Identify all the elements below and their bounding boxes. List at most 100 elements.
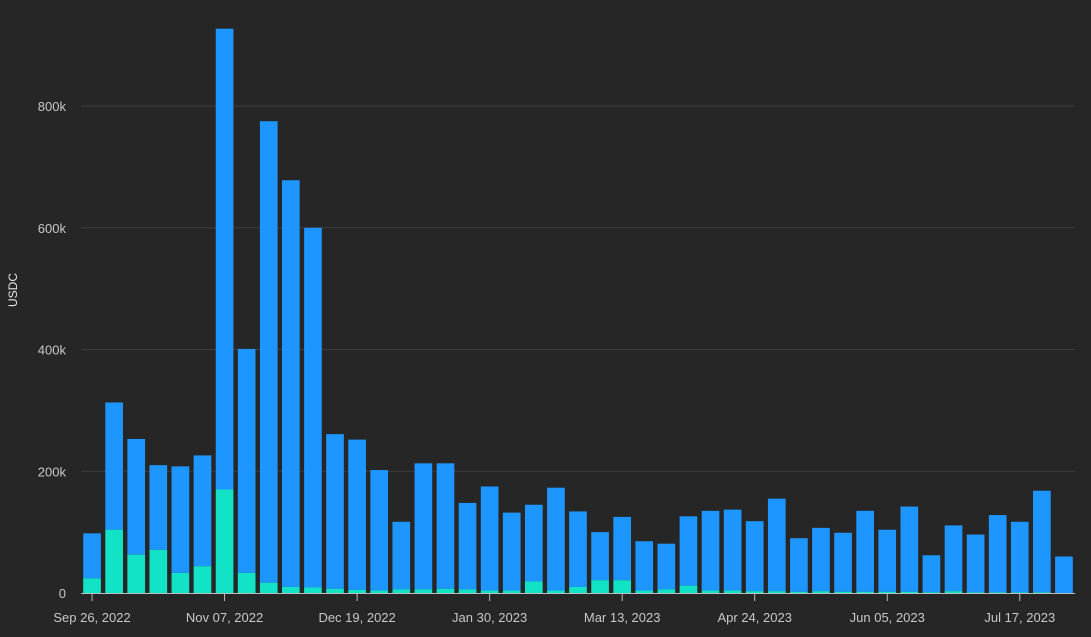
bar-series-1 xyxy=(701,590,720,593)
bar-series-0 xyxy=(458,502,477,590)
bar-series-1 xyxy=(834,591,852,593)
x-axis-ticks: Sep 26, 2022 Nov 07, 2022 Dec 19, 2022 Jan … xyxy=(53,593,1055,625)
bar-series-1 xyxy=(480,590,499,593)
bar-series-0 xyxy=(834,532,852,592)
bar-series-0 xyxy=(966,534,985,593)
y-tick-label: 0 xyxy=(59,586,66,601)
bar-series-1 xyxy=(105,529,123,593)
bar-series-1 xyxy=(348,589,366,593)
bar-series-0 xyxy=(657,543,676,590)
y-tick-label: 200k xyxy=(38,464,67,479)
bar-series-0 xyxy=(613,516,632,581)
bar-series-1 xyxy=(856,591,874,593)
bar-series-1 xyxy=(304,587,322,593)
bar-series-1 xyxy=(657,589,676,593)
bar-series-0 xyxy=(790,538,808,592)
bar-series-0 xyxy=(193,455,212,567)
x-tick-label: Jul 17, 2023 xyxy=(984,610,1055,625)
bar-series-0 xyxy=(878,529,897,592)
x-tick-label: Sep 26, 2022 xyxy=(53,610,130,625)
bar-series-1 xyxy=(458,589,477,593)
bar-series-0 xyxy=(105,402,123,530)
bar-series-1 xyxy=(193,566,212,593)
y-tick-label: 400k xyxy=(38,343,67,358)
bar-series-1 xyxy=(812,591,830,593)
bar-series-0 xyxy=(767,498,786,592)
bar-series-0 xyxy=(392,521,411,590)
bar-series-1 xyxy=(171,572,190,593)
bar-series-1 xyxy=(966,592,985,593)
x-tick-label: Apr 24, 2023 xyxy=(717,610,791,625)
bar-series-0 xyxy=(171,466,190,573)
bar-series-1 xyxy=(1033,592,1051,593)
bar-series-0 xyxy=(1055,556,1073,593)
bar-series-0 xyxy=(944,525,963,592)
bar-series-0 xyxy=(591,532,609,581)
bar-series-1 xyxy=(127,554,146,593)
bar-series-0 xyxy=(1010,521,1029,593)
bar-series-0 xyxy=(900,506,919,592)
bar-series-1 xyxy=(414,589,433,593)
bar-series-0 xyxy=(701,510,720,591)
bar-series-1 xyxy=(900,591,919,593)
bar-series-0 xyxy=(988,515,1007,593)
bar-series-1 xyxy=(149,549,168,593)
bar-series-1 xyxy=(613,580,632,593)
y-axis-ticks: 0 200k 400k 600k 800k xyxy=(38,99,67,601)
bar-series-0 xyxy=(237,348,256,573)
bar-series-0 xyxy=(282,180,300,587)
y-tick-label: 600k xyxy=(38,221,67,236)
bar-series-1 xyxy=(569,586,587,593)
bar-series-1 xyxy=(878,591,897,593)
bar-series-0 xyxy=(215,28,234,490)
bar-series-0 xyxy=(502,512,521,591)
bar-series-1 xyxy=(547,590,565,593)
bar-series-1 xyxy=(436,588,455,593)
bar-series-0 xyxy=(414,463,433,590)
bar-series-0 xyxy=(547,487,565,591)
bar-series-1 xyxy=(922,592,941,593)
bar-series-0 xyxy=(83,533,101,579)
bar-series-0 xyxy=(436,463,455,589)
bar-series-1 xyxy=(745,591,764,593)
bar-series-1 xyxy=(282,586,300,593)
bar-series-1 xyxy=(326,588,344,593)
bar-series-1 xyxy=(591,580,609,593)
bar-series-1 xyxy=(370,590,389,593)
bar-series-0 xyxy=(745,521,764,592)
bar-series-1 xyxy=(237,572,256,593)
bar-series-1 xyxy=(83,578,101,593)
bar-series-0 xyxy=(304,227,322,588)
bar-series-1 xyxy=(524,581,543,593)
bars xyxy=(83,28,1073,593)
y-tick-label: 800k xyxy=(38,99,67,114)
bar-series-1 xyxy=(502,590,521,593)
bar-series-0 xyxy=(480,486,499,591)
bar-series-0 xyxy=(569,511,587,587)
bar-series-0 xyxy=(679,516,698,586)
bar-series-0 xyxy=(635,541,654,591)
bar-series-1 xyxy=(723,590,742,593)
x-tick-label: Mar 13, 2023 xyxy=(584,610,661,625)
bar-series-1 xyxy=(790,591,808,593)
bar-series-1 xyxy=(988,592,1007,593)
y-axis-title: USDC xyxy=(6,273,20,307)
x-tick-label: Jan 30, 2023 xyxy=(452,610,527,625)
bar-series-0 xyxy=(922,555,941,593)
bar-series-1 xyxy=(259,582,278,593)
bar-series-1 xyxy=(767,591,786,593)
bar-series-0 xyxy=(348,439,366,590)
bar-series-1 xyxy=(679,585,698,593)
bar-series-0 xyxy=(524,504,543,582)
bar-series-0 xyxy=(370,470,389,591)
bar-series-0 xyxy=(856,510,874,592)
bar-series-0 xyxy=(1033,490,1051,593)
x-tick-label: Dec 19, 2022 xyxy=(318,610,395,625)
bar-series-0 xyxy=(127,438,146,555)
x-tick-label: Jun 05, 2023 xyxy=(850,610,925,625)
x-tick-label: Nov 07, 2022 xyxy=(186,610,263,625)
bar-series-1 xyxy=(635,590,654,593)
bar-series-1 xyxy=(392,589,411,593)
bar-series-0 xyxy=(149,465,168,550)
